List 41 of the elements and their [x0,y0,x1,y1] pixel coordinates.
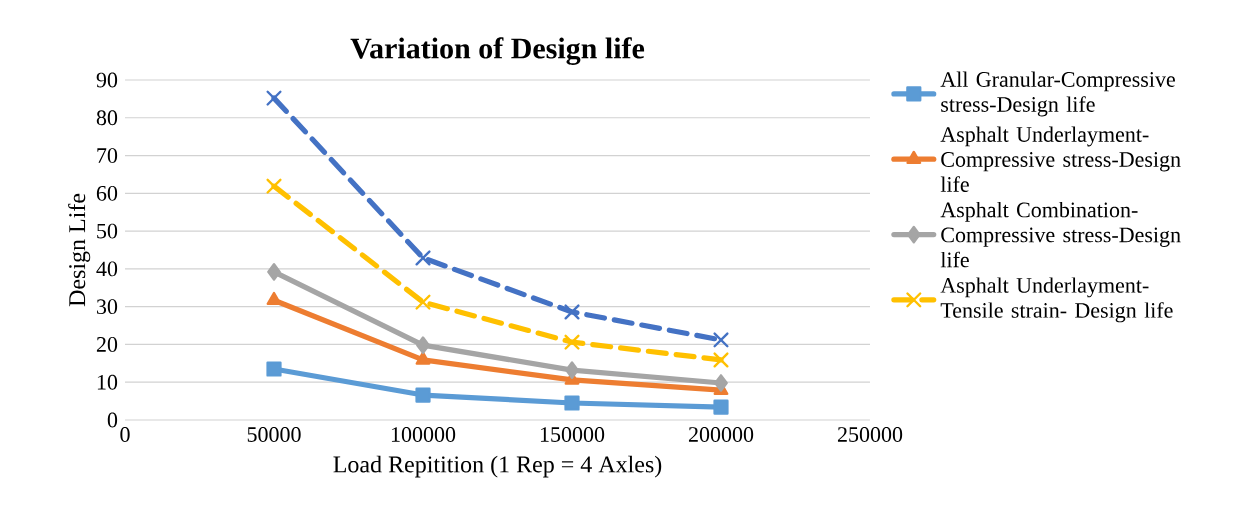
point [564,304,580,320]
x-tick-label: 250000 [837,427,903,442]
point [713,399,729,415]
legend-label: Asphalt Underlayment-Tensile strain- Design life [940,277,1173,323]
y-tick-label: 40 [96,261,118,277]
legend-label: Asphalt Underlayment-Compressive stress-Design life [940,126,1181,192]
point [713,332,729,348]
point [713,352,729,368]
x-tick-label: 0 [120,427,130,442]
point [266,178,282,194]
point [564,395,580,411]
y-tick-label: 90 [96,72,118,88]
point [266,361,282,377]
point [714,374,728,392]
y-tick-label: 10 [97,374,118,390]
x-tick-label: 150000 [540,427,605,442]
y-tick-label: 50 [97,223,118,239]
y-tick-label: 0 [107,412,118,428]
point [416,336,430,354]
point [415,351,431,365]
point [267,263,281,281]
y-tick-label: 30 [97,299,118,315]
point [415,294,431,310]
point [564,334,580,350]
x-axis-title: Load Repitition (1 Rep = 4 Axles) [333,455,662,478]
y-axis-title: Design Life [68,193,91,307]
y-tick-label: 20 [96,337,118,352]
legend-label: All Granular-Compressive stress-Design life [940,71,1175,117]
point [266,291,282,306]
point [266,90,282,106]
x-tick-label: 100000 [391,427,456,442]
point [565,361,579,379]
y-tick-label: 70 [97,148,118,163]
x-tick-label: 200000 [688,427,754,442]
point [415,387,431,403]
point [415,250,431,266]
chart-title: Variation of Design life [350,37,645,65]
legend-label: Asphalt Combination-Compressive stress-Design life [940,201,1181,268]
x-tick-label: 50000 [247,427,301,442]
y-tick-label: 80 [96,110,118,126]
y-tick-label: 60 [96,185,118,201]
